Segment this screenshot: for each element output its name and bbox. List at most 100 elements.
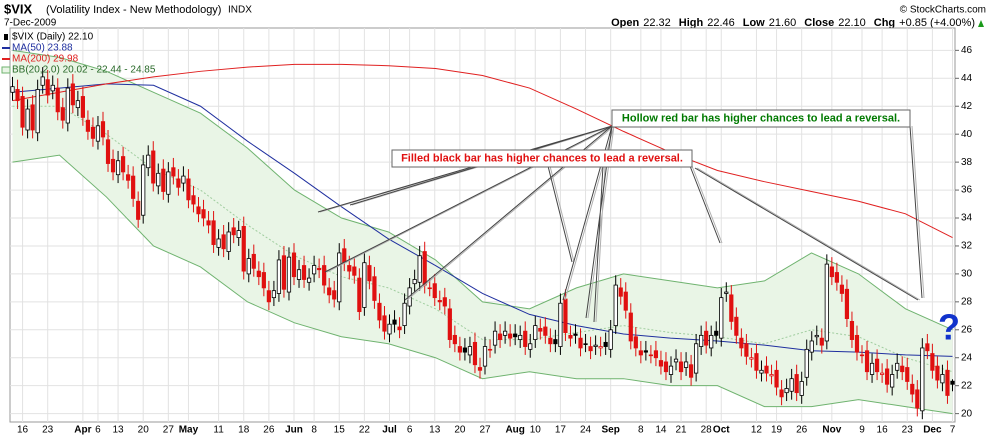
candle-body (266, 290, 271, 303)
candle-body (136, 200, 141, 220)
x-tick-label: 27 (479, 425, 491, 436)
bollinger-band-fill (12, 50, 953, 414)
candle-body (709, 334, 714, 349)
candle-body (658, 360, 664, 367)
x-tick-label: 13 (113, 425, 125, 436)
candle-body (794, 374, 799, 394)
candle-body (417, 255, 422, 283)
candle-body (548, 337, 553, 345)
candle-body (759, 369, 764, 374)
candle-body (246, 258, 251, 275)
candle-body (568, 334, 573, 339)
candle-body (628, 312, 633, 342)
x-tick-label: 6 (407, 425, 413, 436)
candle-body (392, 319, 397, 325)
candle-body (186, 178, 191, 201)
moving-average (12, 83, 953, 357)
candle-body (362, 262, 367, 308)
chart-subtitle: (Volatility Index - New Methodology) (46, 4, 221, 16)
x-tick-label: 13 (429, 425, 441, 436)
candle-body (699, 334, 704, 347)
candle-body (226, 231, 231, 252)
candle-body (769, 374, 774, 377)
quote-value: +0.85 (+4.00%) (899, 17, 975, 29)
candle-body (925, 343, 930, 352)
candle-body (221, 234, 226, 250)
candle-body (804, 348, 809, 378)
candle-body (799, 381, 804, 396)
candle-body (120, 156, 126, 173)
candle-body (126, 174, 131, 181)
x-tick-label: 23 (902, 425, 914, 436)
candle-body (286, 256, 292, 293)
x-tick-label: 11 (213, 425, 224, 436)
x-tick-label: 15 (334, 425, 346, 436)
candle-body (593, 344, 598, 347)
candle-body (397, 326, 402, 331)
candle-body (296, 269, 302, 280)
candle-body (824, 263, 829, 342)
x-tick-label: 20 (138, 425, 150, 436)
candle-body (880, 372, 885, 375)
candle-body (910, 383, 915, 395)
candle-body (613, 284, 618, 326)
x-tick-label: 21 (675, 425, 687, 436)
candle-body (65, 87, 70, 124)
candle-body (332, 290, 337, 300)
candle-body (648, 354, 653, 357)
y-tick-label: 28 (961, 296, 973, 307)
annotation-text: Filled black bar has higher chances to l… (401, 152, 683, 164)
x-tick-label: 19 (771, 425, 783, 436)
quote-value: 21.60 (769, 17, 797, 29)
candle-body (70, 83, 75, 106)
candle-body (211, 220, 216, 245)
quote-label: High (679, 17, 704, 29)
candle-body (80, 96, 85, 118)
candle-body (749, 357, 754, 360)
candle-body (508, 333, 513, 339)
candle-body (950, 380, 955, 385)
candle-body (347, 265, 352, 272)
quote-value: 22.10 (838, 17, 866, 29)
candle-body (20, 96, 25, 128)
candle-body (789, 378, 794, 392)
candle-body (864, 350, 870, 373)
annotation-text: Hollow red bar has higher chances to lea… (622, 112, 900, 124)
candle-body (940, 374, 945, 384)
candle-body (834, 272, 839, 283)
candle-body (734, 316, 739, 336)
candle-body (543, 326, 548, 336)
candle-body (829, 266, 834, 278)
candle-body (90, 126, 96, 139)
x-tick-label: 10 (530, 425, 542, 436)
x-tick-label: 22 (359, 425, 371, 436)
candle-body (191, 195, 196, 205)
x-tick-label: 9 (859, 425, 865, 436)
candle-body (754, 353, 759, 371)
candle-body (452, 334, 457, 345)
candle-body (30, 104, 35, 131)
candle-body (477, 367, 483, 371)
date: 7-Dec-2009 (4, 18, 57, 29)
candle-body (895, 362, 900, 371)
candle-body (492, 330, 498, 346)
candle-body (322, 265, 327, 286)
candle-body (729, 294, 734, 322)
candle-body (201, 209, 206, 219)
candle-body (437, 300, 442, 303)
candle-body (482, 346, 488, 367)
candle-body (849, 321, 855, 340)
candle-body (633, 336, 638, 349)
candle-body (105, 139, 111, 164)
x-tick-label: 6 (95, 425, 101, 436)
candle-body (673, 358, 679, 363)
candle-body (809, 340, 814, 353)
candle-body (276, 259, 282, 294)
candle-body (25, 108, 30, 131)
candle-body (402, 302, 407, 326)
candle-body (60, 107, 65, 121)
candle-body (447, 308, 452, 340)
candle-body (75, 100, 80, 109)
x-tick-label: Nov (822, 425, 841, 436)
candle-body (694, 343, 699, 374)
